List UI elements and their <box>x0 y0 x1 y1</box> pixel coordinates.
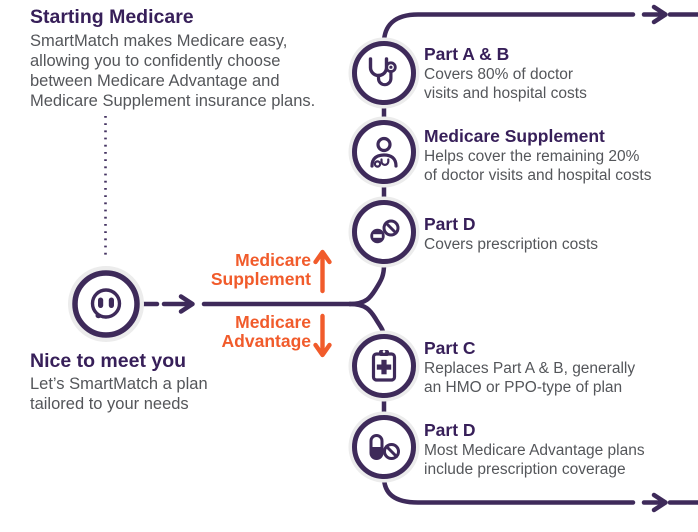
label-part-d-supplement: Part D Covers prescription costs <box>424 214 698 254</box>
greeting-body: Let’s SmartMatch a plan tailored to your… <box>30 375 208 413</box>
node-title: Part C <box>424 338 476 358</box>
intro-body: SmartMatch makes Medicare easy, allowing… <box>30 32 316 110</box>
node-title: Part A & B <box>424 44 510 64</box>
intro-title: Starting Medicare <box>30 6 194 28</box>
label-medicare-supplement: Medicare Supplement Helps cover the rema… <box>424 126 698 185</box>
flow-start-arrow-icon <box>178 294 195 314</box>
node-title: Part D <box>424 420 476 440</box>
node-body: Covers prescription costs <box>424 236 599 253</box>
node-medicare-supplement <box>348 116 420 188</box>
flow-bottom-arrow-icon <box>651 492 668 513</box>
node-title: Medicare Supplement <box>424 126 605 146</box>
flow-top-curve <box>381 12 636 46</box>
intro-block: Starting Medicare SmartMatch makes Medic… <box>30 6 360 111</box>
branch-label-medicare-supplement: Medicare Supplement <box>210 250 311 289</box>
node-body: Covers 80% of doctor visits and hospital… <box>424 66 587 102</box>
flow-top-arrow-icon <box>651 4 668 25</box>
node-body: Helps cover the remaining 20% of doctor … <box>424 148 652 184</box>
node-part-d-advantage <box>348 411 420 483</box>
stethoscope-icon <box>368 57 397 87</box>
node-body: Replaces Part A & B, generally an HMO or… <box>424 360 636 396</box>
label-part-a-b: Part A & B Covers 80% of doctor visits a… <box>424 44 698 103</box>
flow-bottom-curve <box>381 474 636 505</box>
tablets-icon <box>370 219 400 244</box>
headset-icon <box>90 288 122 319</box>
node-circles <box>68 37 420 483</box>
node-part-a-b <box>348 37 420 109</box>
node-body: Most Medicare Advantage plans include pr… <box>424 442 645 478</box>
node-title: Part D <box>424 214 476 234</box>
greeting-title: Nice to meet you <box>30 350 187 372</box>
node-greeting <box>68 266 144 342</box>
label-part-c: Part C Replaces Part A & B, generally an… <box>424 338 698 397</box>
greeting-block: Nice to meet you Let’s SmartMatch a plan… <box>30 350 270 414</box>
clipboard-cross-icon <box>371 350 397 382</box>
node-part-d-supplement <box>348 196 420 268</box>
flow-split-up-curve <box>347 262 387 307</box>
node-part-c <box>348 330 420 402</box>
doctor-icon <box>370 136 398 168</box>
label-part-d-advantage: Part D Most Medicare Advantage plans inc… <box>424 420 698 479</box>
capsule-pill-icon <box>369 434 400 460</box>
arrow-up-icon <box>313 249 332 294</box>
arrow-down-icon <box>313 313 332 358</box>
branch-label-medicare-advantage: Medicare Advantage <box>221 312 311 351</box>
